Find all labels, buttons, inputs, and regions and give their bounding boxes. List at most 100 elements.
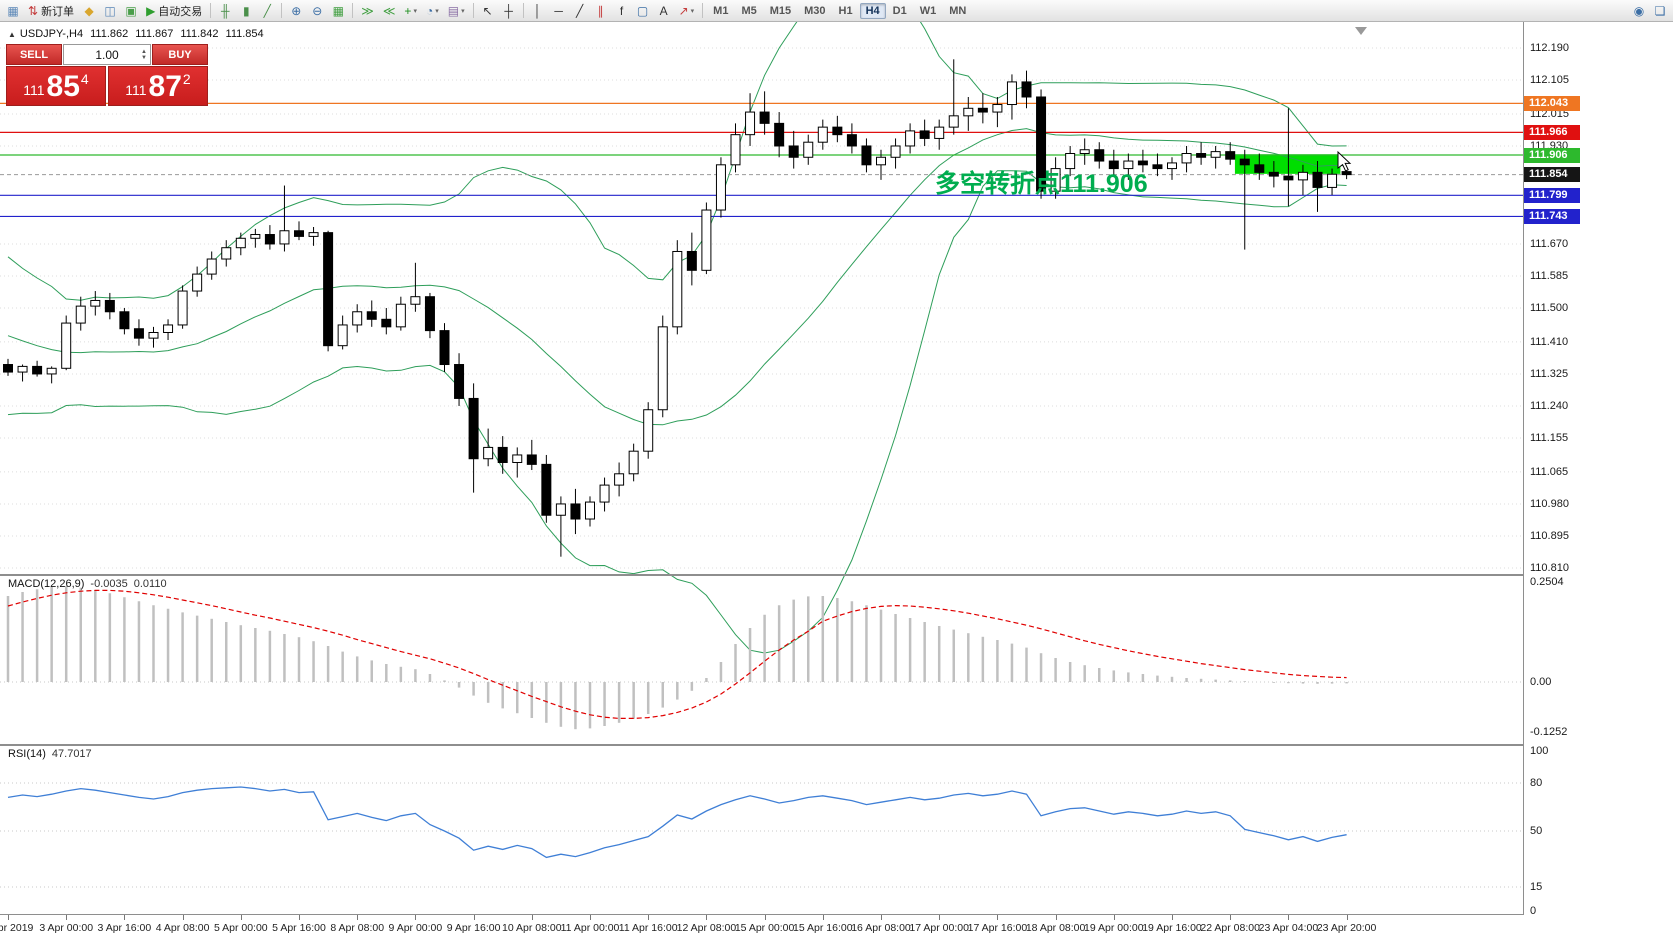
chart-plot[interactable] (0, 22, 1673, 947)
low-value: 111.842 (180, 28, 219, 40)
bollinger-lower-band (7, 170, 1347, 654)
metaeditor-icon: ◆ (84, 3, 94, 18)
chart-annotation-text: 多空转折点111.906 (935, 170, 1148, 198)
time-axis-tick (1113, 915, 1115, 920)
time-axis-label: 11 Apr 16:00 (618, 922, 678, 934)
timeframe-m15-button[interactable]: M15 (769, 4, 792, 17)
macd-signal-line (7, 589, 1347, 719)
fibonacci-button[interactable]: f (612, 2, 632, 20)
dropdown-arrow-icon[interactable]: ▾ (690, 7, 695, 15)
price-axis-label: 111.240 (1530, 399, 1569, 412)
time-axis-tick (764, 915, 766, 920)
time-axis-tick (939, 915, 941, 920)
indicators-button[interactable]: + ▾ (400, 2, 421, 20)
time-axis-label: 5 Apr 00:00 (213, 922, 268, 934)
macd-name: MACD(12,26,9) (8, 578, 85, 590)
equidistant-channel-button[interactable]: ∥ (591, 2, 611, 20)
volume-up-icon[interactable]: ▲ (141, 48, 147, 55)
bull-candle (308, 232, 319, 237)
vertical-line-button[interactable]: │ (528, 2, 548, 20)
sell-button[interactable]: SELL (6, 44, 62, 65)
timeframe-w1-button[interactable]: W1 (919, 4, 937, 17)
community-button[interactable]: ◉ (1629, 2, 1649, 20)
bull-candle (876, 156, 886, 166)
equidistant-channel-icon: ∥ (597, 3, 604, 18)
candlestick-chart-button[interactable]: ▮ (236, 2, 256, 20)
crosshair-button[interactable]: ┼ (499, 2, 519, 20)
community-icon: ◉ (1633, 3, 1645, 18)
price-tag: 111.799 (1524, 187, 1580, 203)
bear-candle (846, 134, 857, 147)
chart-shift-button[interactable]: ≪ (379, 2, 400, 20)
sell-price-display[interactable]: 111 85 4 (6, 66, 106, 106)
layout-windows-button[interactable]: ❏ (1650, 2, 1670, 20)
bull-candle (1065, 153, 1076, 170)
dropdown-arrow-icon[interactable]: ▾ (435, 7, 439, 15)
bull-candle (890, 145, 901, 158)
metaeditor-button[interactable]: ◆ (79, 2, 99, 20)
bear-candle (686, 250, 697, 271)
bear-candle (1108, 160, 1119, 170)
fibonacci-icon: f (619, 3, 624, 18)
terminal-button[interactable]: ▣ (121, 2, 141, 20)
arrows-button[interactable]: ↗ ▾ (675, 2, 699, 20)
zoom-out-button[interactable]: ⊖ (307, 2, 327, 20)
autoscroll-button[interactable]: ≫ (357, 2, 378, 20)
text-button[interactable]: A (654, 2, 674, 20)
horizontal-line-button[interactable]: ─ (549, 2, 569, 20)
bear-candle (788, 145, 799, 158)
time-axis-tick (240, 915, 242, 920)
timeframe-h1-button[interactable]: H1 (838, 4, 853, 17)
pane-separator[interactable] (0, 744, 1673, 746)
bollinger-middle-band (7, 128, 1347, 426)
periods-button[interactable]: ◔ ▾ (422, 2, 443, 20)
time-axis-label: 19 Apr 00:00 (1084, 922, 1144, 934)
volume-input[interactable]: 1.00 ▲ ▼ (63, 44, 151, 65)
bull-candle (1181, 153, 1192, 164)
strategy-tester-button[interactable]: ▦ (328, 2, 348, 20)
pane-separator[interactable] (0, 574, 1673, 576)
new-chart-button[interactable]: ▦ (3, 2, 23, 20)
time-axis-tick (1346, 915, 1348, 920)
bear-candle (861, 145, 872, 166)
timeframe-m30-button[interactable]: M30 (804, 4, 826, 17)
dropdown-arrow-icon[interactable]: ▾ (461, 7, 465, 15)
charts-button[interactable]: ◫ (100, 2, 120, 20)
bull-candle (17, 365, 28, 373)
timeframe-m5-button[interactable]: M5 (741, 4, 757, 17)
volume-spinner[interactable]: ▲ ▼ (141, 49, 147, 61)
volume-down-icon[interactable]: ▼ (141, 54, 147, 61)
templates-button[interactable]: ▤ ▾ (444, 2, 469, 20)
bear-candle (1021, 81, 1032, 98)
bear-candle (264, 234, 275, 245)
autotrading-button[interactable]: ▶ 自动交易 (142, 2, 206, 20)
bear-candle (526, 454, 537, 465)
zoom-in-button[interactable]: ⊕ (286, 2, 306, 20)
timeframe-mn-button[interactable]: MN (949, 4, 967, 17)
buy-button[interactable]: BUY (152, 44, 208, 65)
time-axis-label: 5 Apr 16:00 (272, 922, 326, 934)
toolbar-separator (210, 3, 212, 18)
close-value: 111.854 (225, 28, 264, 40)
shapes-button[interactable]: ▢ (633, 2, 653, 20)
trendline-button[interactable]: ╱ (570, 2, 590, 20)
vertical-line-icon: │ (533, 3, 542, 18)
price-axis[interactable]: 112.190 112.105 112.015 111.930 111.670 111.5… (1524, 22, 1673, 915)
bear-candle (454, 364, 465, 399)
time-axis-label: 19 Apr 16:00 (1142, 922, 1202, 934)
time-axis[interactable]: 2 Apr 2019 3 Apr 00:003 Apr 16:004 Apr 08… (0, 915, 1673, 947)
timeframe-h4-button[interactable]: H4 (859, 2, 886, 19)
cursor-button[interactable]: ↖ (478, 2, 498, 20)
timeframe-m1-button[interactable]: M1 (713, 4, 729, 17)
time-axis-label: 8 Apr 08:00 (330, 922, 385, 934)
dropdown-arrow-icon[interactable]: ▾ (413, 7, 417, 15)
buy-price-display[interactable]: 111 87 2 (108, 66, 208, 106)
timeframe-d1-button[interactable]: D1 (892, 4, 907, 17)
high-value: 111.867 (135, 28, 174, 40)
toolbar-separator (472, 3, 474, 18)
price-axis-label: 112.015 (1530, 107, 1569, 120)
line-chart-button[interactable]: ╱ (257, 2, 277, 20)
bear-candle (133, 328, 144, 339)
new-order-button[interactable]: ⇅ 新订单 (24, 2, 78, 20)
bar-chart-button[interactable]: ╫ (215, 2, 235, 20)
